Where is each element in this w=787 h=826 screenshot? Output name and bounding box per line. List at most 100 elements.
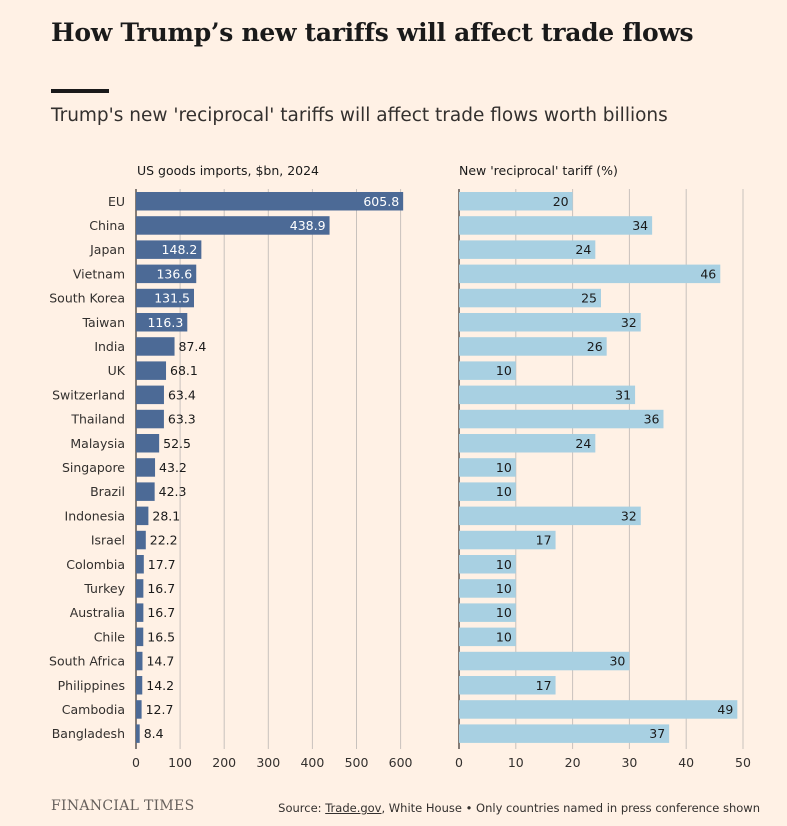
tariff-bar: [459, 603, 516, 622]
tariff-value-label: 10: [496, 484, 512, 499]
tariff-bar: [459, 579, 516, 598]
imports-bar: [136, 458, 156, 477]
category-label: South Africa: [49, 654, 125, 669]
imports-value-label: 22.2: [150, 533, 178, 548]
imports-bar: [136, 313, 188, 332]
chart-subtitle: Trump's new 'reciprocal' tariffs will af…: [51, 105, 668, 126]
imports-x-tick-label: 0: [132, 755, 140, 770]
imports-bar: [136, 700, 142, 719]
imports-value-label: 131.5: [154, 291, 190, 306]
imports-panel-title: US goods imports, $bn, 2024: [137, 163, 319, 178]
imports-x-tick-label: 100: [168, 755, 192, 770]
tariff-bar: [459, 724, 670, 743]
tariff-value-label: 24: [575, 242, 591, 257]
imports-x-tick-label: 600: [389, 755, 413, 770]
imports-bar: [136, 409, 164, 429]
tariff-x-tick-label: 20: [565, 755, 581, 770]
category-label: Malaysia: [70, 436, 125, 451]
tariff-x-tick-label: 0: [455, 755, 463, 770]
tariff-value-label: 25: [581, 291, 597, 306]
imports-bar: [136, 385, 164, 405]
title-rule: [51, 89, 109, 93]
imports-value-label: 12.7: [146, 702, 174, 717]
imports-value-label: 14.7: [146, 654, 174, 669]
tariff-value-label: 17: [536, 533, 552, 548]
tariff-bar: [459, 385, 636, 405]
tariff-bar: [459, 240, 596, 259]
imports-x-tick-label: 400: [300, 755, 324, 770]
imports-bar: [136, 603, 144, 622]
tariff-value-label: 32: [621, 508, 637, 523]
category-label: Cambodia: [62, 702, 125, 717]
tariff-x-tick-label: 30: [621, 755, 637, 770]
tariff-bar: [459, 264, 721, 284]
imports-value-label: 68.1: [170, 363, 198, 378]
category-label: Thailand: [70, 412, 125, 427]
tariff-bar: [459, 337, 607, 356]
tariff-value-label: 46: [700, 266, 716, 281]
tariff-panel-title: New 'reciprocal' tariff (%): [459, 163, 618, 178]
source-link[interactable]: Trade.gov: [325, 801, 382, 815]
category-label: India: [94, 339, 125, 354]
imports-bar: [136, 627, 144, 647]
tariff-bar: [459, 192, 573, 211]
imports-bar: [136, 288, 194, 308]
chart-title: How Trump’s new tariffs will affect trad…: [51, 18, 694, 47]
tariff-x-tick-label: 50: [735, 755, 751, 770]
source-prefix: Source:: [278, 801, 326, 815]
tariff-bar: [459, 676, 556, 695]
imports-value-label: 14.2: [146, 678, 174, 693]
imports-bar: [136, 724, 140, 743]
source-note: Source: Trade.gov, White House • Only co…: [278, 801, 760, 815]
imports-value-label: 52.5: [163, 436, 191, 451]
category-label: Chile: [94, 629, 126, 644]
tariff-value-label: 36: [644, 412, 660, 427]
tariff-x-tick-label: 40: [678, 755, 694, 770]
imports-value-label: 43.2: [159, 460, 187, 475]
imports-value-label: 16.7: [147, 605, 175, 620]
imports-value-label: 116.3: [147, 315, 183, 330]
tariff-value-label: 34: [632, 218, 648, 233]
tariff-value-label: 10: [496, 363, 512, 378]
imports-value-label: 605.8: [363, 194, 399, 209]
tariff-value-label: 20: [553, 194, 569, 209]
imports-value-label: 87.4: [179, 339, 207, 354]
tariff-bar: [459, 361, 516, 380]
imports-value-label: 63.4: [168, 387, 196, 402]
source-rest: , White House • Only countries named in …: [381, 801, 761, 815]
tariff-bar: [459, 555, 516, 574]
imports-value-label: 438.9: [290, 218, 326, 233]
imports-bar: [136, 264, 197, 284]
imports-x-tick-label: 500: [345, 755, 369, 770]
imports-x-tick-label: 300: [256, 755, 280, 770]
imports-value-label: 8.4: [144, 726, 164, 741]
imports-bar: [136, 555, 144, 574]
category-label: Brazil: [90, 484, 125, 499]
category-label: UK: [108, 363, 126, 378]
tariff-bar: [459, 409, 664, 429]
imports-bar: [136, 651, 143, 671]
tariff-bar: [459, 627, 516, 647]
imports-value-label: 136.6: [156, 266, 192, 281]
tariff-value-label: 10: [496, 629, 512, 644]
category-label: Australia: [70, 605, 125, 620]
tariff-bar: [459, 288, 601, 308]
tariff-bar: [459, 434, 596, 453]
imports-bar: [136, 506, 149, 526]
imports-value-label: 16.5: [147, 629, 175, 644]
imports-value-label: 16.7: [147, 581, 175, 596]
imports-bar: [136, 192, 404, 211]
tariff-bar: [459, 482, 516, 501]
imports-value-label: 17.7: [148, 557, 176, 572]
tariff-bar: [459, 651, 630, 671]
tariff-bar: [459, 700, 738, 719]
category-label: Indonesia: [65, 508, 125, 523]
category-label: Israel: [91, 533, 125, 548]
category-label: Bangladesh: [52, 726, 125, 741]
tariff-bar: [459, 216, 653, 235]
imports-x-tick-label: 200: [212, 755, 236, 770]
tariff-bar: [459, 506, 641, 526]
category-label: Switzerland: [52, 387, 125, 402]
tariff-value-label: 49: [717, 702, 733, 717]
category-label: EU: [108, 194, 125, 209]
